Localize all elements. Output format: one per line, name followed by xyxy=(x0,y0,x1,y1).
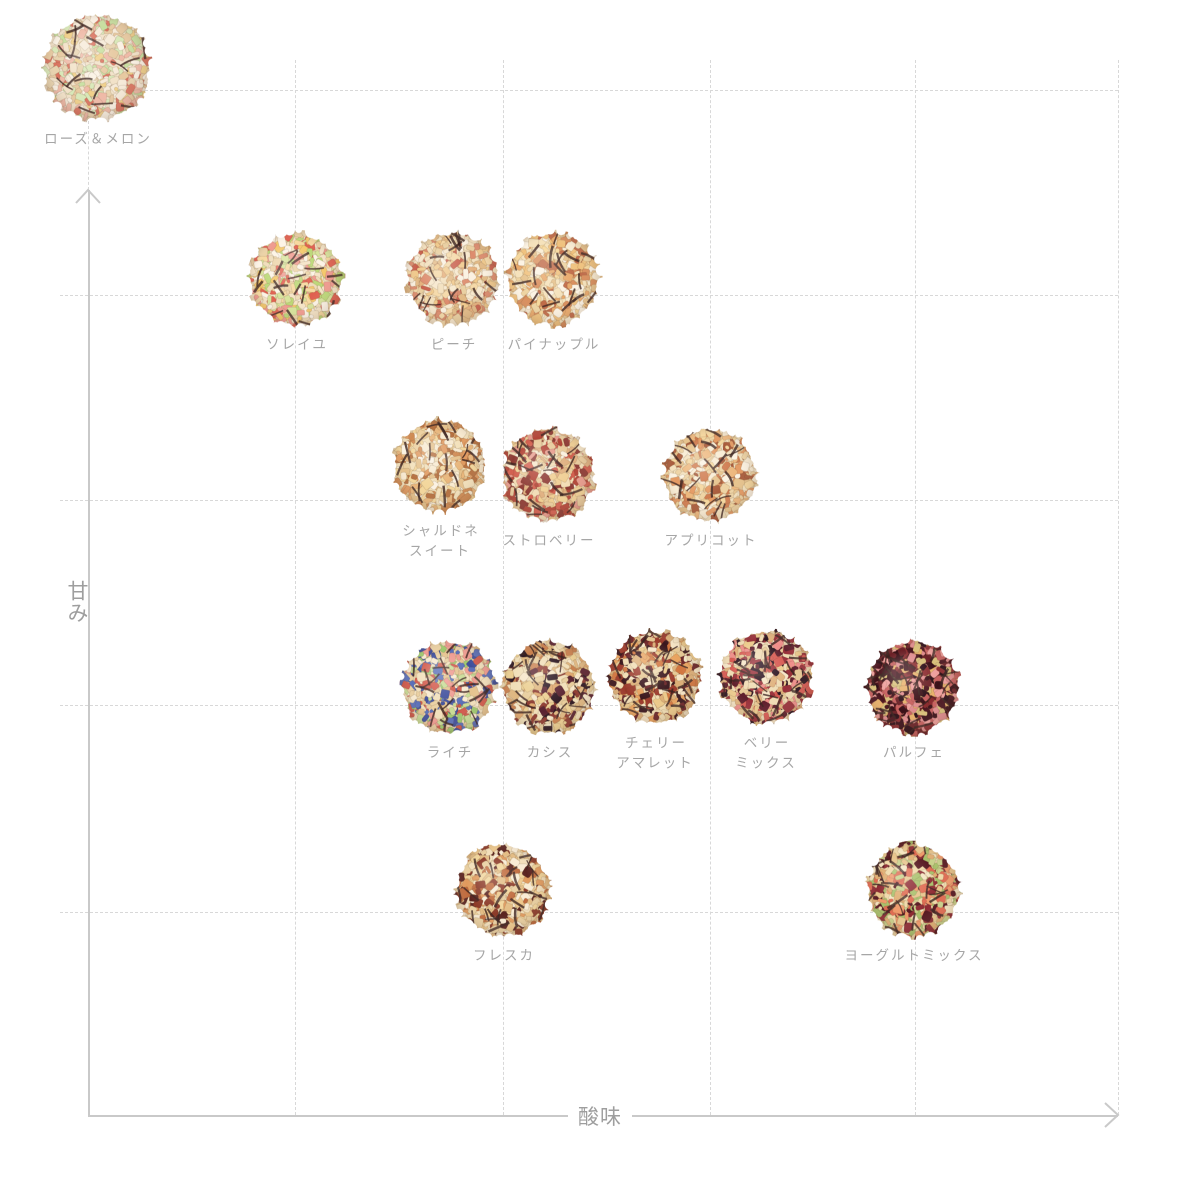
blend-swatch[interactable] xyxy=(246,229,346,330)
blend-texture xyxy=(390,415,490,516)
gridline-vertical-3 xyxy=(915,60,916,1115)
blend-label: アプリコット xyxy=(664,533,758,550)
blend-label: パルフェ xyxy=(883,745,945,762)
blend-label: ヨーグルトミックス xyxy=(844,948,984,965)
blend-item[interactable]: シャルドネ スイート xyxy=(390,415,490,561)
blend-item[interactable]: ピーチ xyxy=(403,229,503,356)
blend-swatch[interactable] xyxy=(863,637,963,738)
blend-item[interactable]: アプリコット xyxy=(660,425,760,552)
blend-item[interactable]: ヨーグルトミックス xyxy=(842,840,983,967)
blend-swatch[interactable] xyxy=(605,627,705,728)
blend-label: ローズ＆メロン xyxy=(44,131,152,148)
blend-texture xyxy=(503,229,603,330)
blend-texture xyxy=(863,637,963,738)
blend-label: ストロベリー xyxy=(502,533,596,550)
blend-item[interactable]: ローズ＆メロン xyxy=(40,10,154,151)
blend-item[interactable]: カシス xyxy=(499,637,599,764)
y-axis-arrow-icon xyxy=(75,188,101,214)
blend-item[interactable]: フレスカ xyxy=(453,840,553,967)
gridline-vertical-1 xyxy=(503,60,504,1115)
blend-texture xyxy=(660,425,760,526)
x-axis-label: 酸味 xyxy=(568,1101,632,1131)
y-axis-label: 甘み xyxy=(65,580,90,624)
blend-item[interactable]: ストロベリー xyxy=(498,425,598,552)
blend-item[interactable]: パルフェ xyxy=(863,637,963,764)
gridline-vertical-2 xyxy=(710,60,711,1115)
blend-label: カシス xyxy=(526,745,574,762)
blend-label: ライチ xyxy=(426,745,474,762)
gridline-horizontal-4 xyxy=(60,912,1118,913)
blend-texture xyxy=(403,229,503,330)
blend-item[interactable]: ライチ xyxy=(399,637,499,764)
blend-swatch[interactable] xyxy=(716,627,816,728)
blend-item[interactable]: ソレイユ xyxy=(246,229,346,356)
gridline-vertical-axis-stub xyxy=(88,60,89,190)
blend-swatch[interactable] xyxy=(499,637,599,738)
blend-label: ベリー ミックス xyxy=(735,735,797,771)
gridline-vertical-4 xyxy=(1118,60,1119,1115)
blend-label: パイナップル xyxy=(507,337,601,354)
blend-swatch[interactable] xyxy=(660,425,760,526)
blend-texture xyxy=(498,425,598,526)
blend-item[interactable]: パイナップル xyxy=(503,229,603,356)
blend-label: フレスカ xyxy=(473,948,535,965)
blend-texture xyxy=(605,627,705,728)
blend-item[interactable]: ベリー ミックス xyxy=(716,627,816,773)
blend-swatch[interactable] xyxy=(453,840,553,941)
blend-item[interactable]: チェリー アマレット xyxy=(605,627,705,773)
blend-texture xyxy=(399,637,499,738)
gridline-vertical-0 xyxy=(295,60,296,1115)
blend-swatch[interactable] xyxy=(503,229,603,330)
blend-swatch[interactable] xyxy=(399,637,499,738)
blend-swatch[interactable] xyxy=(390,415,490,516)
blend-texture xyxy=(246,229,346,330)
blend-texture xyxy=(499,637,599,738)
gridline-horizontal-0 xyxy=(60,90,1118,91)
blend-label: ピーチ xyxy=(430,337,478,354)
blend-swatch[interactable] xyxy=(403,229,503,330)
blend-texture xyxy=(862,840,963,941)
y-axis-line xyxy=(88,190,90,1115)
blend-label: チェリー アマレット xyxy=(616,735,694,771)
blend-texture xyxy=(716,627,816,728)
blend-label: ソレイユ xyxy=(266,337,328,354)
blend-swatch[interactable] xyxy=(498,425,598,526)
blend-label: シャルドネ スイート xyxy=(402,523,480,559)
blend-texture xyxy=(40,10,154,124)
blend-swatch[interactable] xyxy=(862,840,963,941)
blend-swatch[interactable] xyxy=(40,10,154,124)
blend-texture xyxy=(453,840,553,941)
x-axis-arrow-icon xyxy=(1094,1102,1120,1128)
